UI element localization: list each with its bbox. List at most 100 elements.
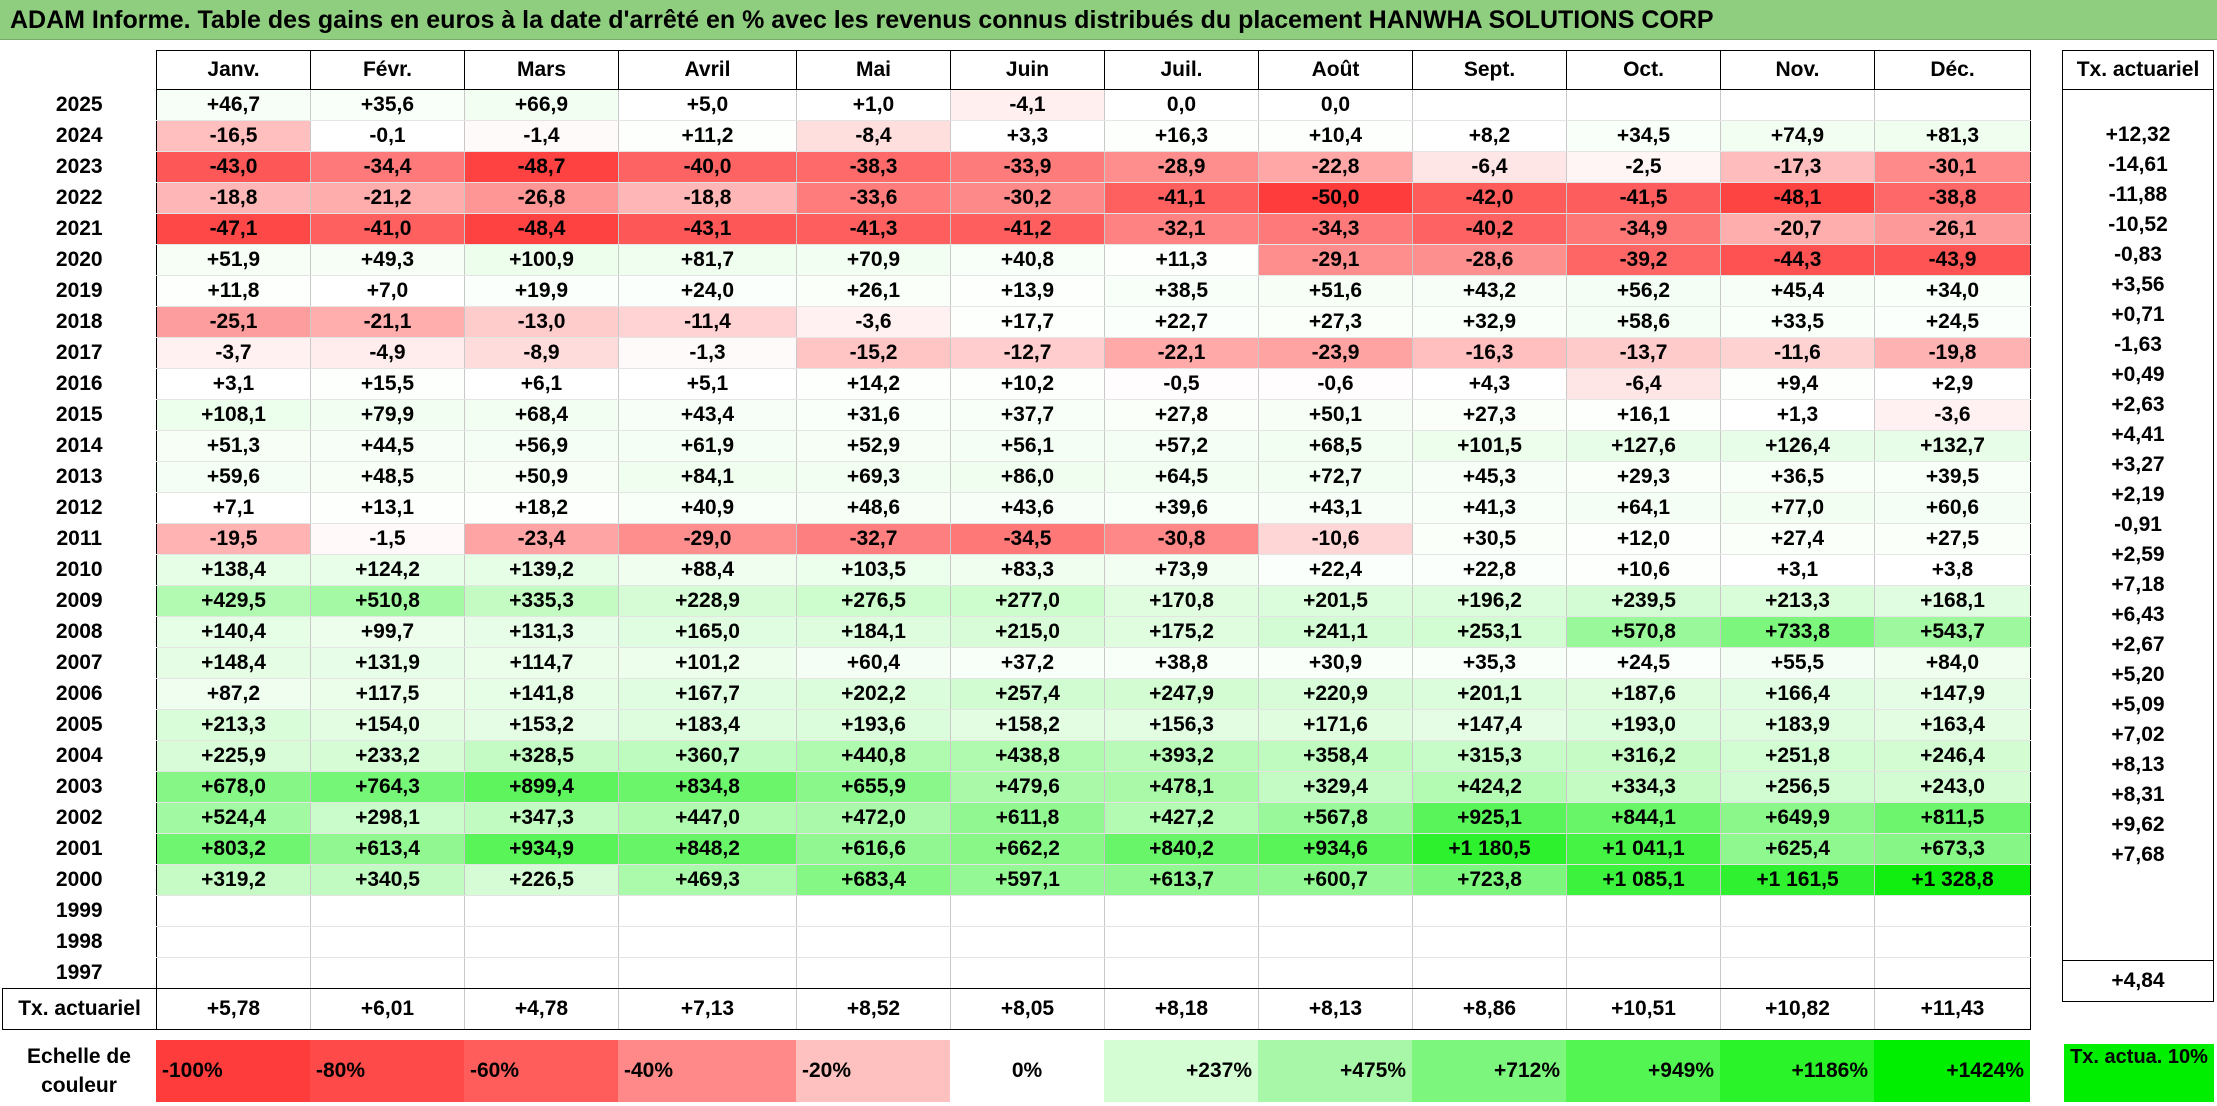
year-row: 1999: [3, 895, 2031, 927]
heatmap-cell: +334,3: [1566, 771, 1721, 803]
heatmap-cell: -41,5: [1566, 182, 1721, 214]
heatmap-cell: +472,0: [796, 802, 951, 834]
heatmap-cell: [1720, 895, 1875, 927]
heatmap-cell: +3,8: [1874, 554, 2031, 586]
heatmap-cell: +315,3: [1412, 740, 1567, 772]
year-row: 2013 +59,6 +48,5 +50,9 +84,1 +69,3 +86,0 +64,5 +…: [3, 461, 2031, 493]
year-row: 2023 -43,0 -34,4 -48,7 -40,0 -38,3 -33,9 -28,9-…: [3, 151, 2031, 183]
heatmap-cell: -34,5: [950, 523, 1105, 555]
heatmap-cell: +139,2: [464, 554, 619, 586]
heatmap-cell: +524,4: [156, 802, 311, 834]
heatmap-cell: +44,5: [310, 430, 465, 462]
heatmap-cell: +22,7: [1104, 306, 1259, 338]
heatmap-cell: +51,6: [1258, 275, 1413, 307]
heatmap-cell: +168,1: [1874, 585, 2031, 617]
heatmap-cell: -13,0: [464, 306, 619, 338]
heatmap-cell: -28,6: [1412, 244, 1567, 276]
year-row: 2016 +3,1 +15,5 +6,1 +5,1 +14,2 +10,2 -0,5 -0,6 +…: [3, 368, 2031, 400]
heatmap-cell: +81,7: [618, 244, 797, 276]
heatmap-cell: +83,3: [950, 554, 1105, 586]
month-header: Juin: [950, 50, 1105, 90]
heatmap-cell: +163,4: [1874, 709, 2031, 741]
heatmap-cell: +40,8: [950, 244, 1105, 276]
year-label: 2023: [55, 155, 103, 178]
heatmap-cell: +48,6: [796, 492, 951, 524]
heatmap-cell: +6,1: [464, 368, 619, 400]
year-label: 2009: [55, 589, 103, 612]
gains-heatmap-table: Janv. Févr. Mars Avril Mai Juin Juil. Août Sept.…: [2, 50, 2031, 1030]
heatmap-cell: +43,6: [950, 492, 1105, 524]
heatmap-cell: +438,8: [950, 740, 1105, 772]
month-header: Mai: [796, 50, 951, 90]
heatmap-cell: +3,1: [156, 368, 311, 400]
heatmap-cell: +840,2: [1104, 833, 1259, 865]
heatmap-cell: -32,1: [1104, 213, 1259, 245]
heatmap-cell: +147,9: [1874, 678, 2031, 710]
heatmap-cell: +276,5: [796, 585, 951, 617]
heatmap-cell: +24,5: [1566, 647, 1721, 679]
heatmap-cell: +187,6: [1566, 678, 1721, 710]
heatmap-cell: +469,3: [618, 864, 797, 896]
actuarial-cell: +3,27: [2062, 450, 2214, 480]
heatmap-cell: +424,2: [1412, 771, 1567, 803]
heatmap-cell: -0,6: [1258, 368, 1413, 400]
year-row: 2002 +524,4 +298,1 +347,3 +447,0 +472,0 +611,8…: [3, 802, 2031, 834]
month-header: Nov.: [1720, 50, 1875, 90]
heatmap-cell: +22,8: [1412, 554, 1567, 586]
heatmap-cell: 0,0: [1104, 89, 1259, 121]
year-label: 2006: [55, 682, 103, 705]
month-header: Avril: [618, 50, 797, 90]
heatmap-cell: -8,9: [464, 337, 619, 369]
heatmap-cell: +69,3: [796, 461, 951, 493]
heatmap-cell: +11,8: [156, 275, 311, 307]
heatmap-cell: +35,3: [1412, 647, 1567, 679]
heatmap-cell: +7,1: [156, 492, 311, 524]
heatmap-cell: -26,8: [464, 182, 619, 214]
heatmap-cell: +88,4: [618, 554, 797, 586]
color-scale: Echelle de couleur -100% -80% -60% -40% -20%…: [2, 1040, 2030, 1102]
heatmap-cell: [1412, 895, 1567, 927]
heatmap-cell: +934,6: [1258, 833, 1413, 865]
actuarial-scale-swatch: Tx. actua. 10%: [2064, 1044, 2214, 1102]
heatmap-cell: +40,9: [618, 492, 797, 524]
month-header: Août: [1258, 50, 1413, 90]
heatmap-cell: +201,5: [1258, 585, 1413, 617]
month-header: Janv.: [156, 50, 311, 90]
heatmap-cell: +30,9: [1258, 647, 1413, 679]
heatmap-cell: 0,0: [1258, 89, 1413, 121]
heatmap-cell: -6,4: [1412, 151, 1567, 183]
year-label: 2020: [55, 248, 103, 271]
heatmap-cell: -2,5: [1566, 151, 1721, 183]
heatmap-cell: +613,7: [1104, 864, 1259, 896]
heatmap-cell: +32,9: [1412, 306, 1567, 338]
heatmap-cell: +360,7: [618, 740, 797, 772]
heatmap-cell: [1412, 957, 1567, 989]
color-scale-step: -40%: [618, 1040, 796, 1102]
year-row: 2006 +87,2 +117,5 +141,8 +167,7 +202,2 +257,4 +…: [3, 678, 2031, 710]
heatmap-cell: -3,6: [1874, 399, 2031, 431]
heatmap-cell: -11,6: [1720, 337, 1875, 369]
heatmap-cell: [1566, 926, 1721, 958]
heatmap-cell: +99,7: [310, 616, 465, 648]
heatmap-cell: +156,3: [1104, 709, 1259, 741]
heatmap-cell: +34,5: [1566, 120, 1721, 152]
heatmap-cell: +447,0: [618, 802, 797, 834]
heatmap-cell: +141,8: [464, 678, 619, 710]
heatmap-cell: +196,2: [1412, 585, 1567, 617]
actuarial-cell: +0,71: [2062, 300, 2214, 330]
heatmap-cell: +131,9: [310, 647, 465, 679]
heatmap-cell: [1720, 957, 1875, 989]
heatmap-cell: [1720, 89, 1875, 121]
year-label: 2016: [55, 372, 103, 395]
heatmap-cell: +27,3: [1258, 306, 1413, 338]
heatmap-cell: +934,9: [464, 833, 619, 865]
heatmap-cell: +247,9: [1104, 678, 1259, 710]
actuarial-cell: -11,88: [2062, 180, 2214, 210]
heatmap-cell: -3,6: [796, 306, 951, 338]
heatmap-cell: +27,3: [1412, 399, 1567, 431]
heatmap-cell: +1 085,1: [1566, 864, 1721, 896]
month-header: Oct.: [1566, 50, 1721, 90]
heatmap-cell: -18,8: [156, 182, 311, 214]
year-label: 1998: [55, 930, 103, 953]
year-label: 2017: [55, 341, 103, 364]
